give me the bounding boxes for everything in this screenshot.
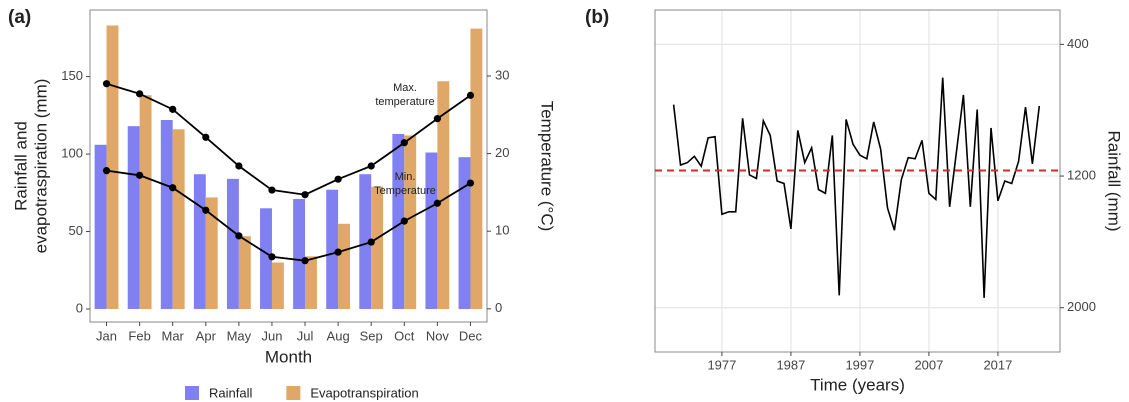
bar [106,25,119,309]
temperature-line [106,82,471,196]
annotation: Max. [393,82,417,94]
bar [359,174,372,309]
y-tick-label: 2000 [1067,299,1096,314]
y2-axis-title: Temperature (°C) [538,101,557,232]
temperature-point [235,162,243,170]
x-tick-label: Nov [426,328,450,343]
annotation: Min. [395,171,416,183]
bar [392,133,405,309]
bar [127,126,140,309]
legend-label: Rainfall [209,385,252,400]
y-tick-label: 50 [69,223,83,238]
annotation: Temperature [374,185,436,197]
bar [193,174,206,309]
x-tick-label: 1987 [776,357,805,372]
x-tick-label: Aug [327,328,350,343]
x-tick-label: 1997 [845,357,874,372]
bar [293,198,306,309]
temperature-point [102,167,111,175]
plot-border [89,9,488,323]
temperature-point [367,162,375,170]
bar [238,236,251,309]
bar [371,186,384,309]
bar [437,81,450,309]
temperature-point [433,115,441,123]
temperature-point [433,199,441,207]
bar [172,129,185,309]
x-tick-label: Mar [162,328,185,343]
temperature-point [235,232,243,240]
panel-label: (a) [8,7,31,28]
temperature-point [169,105,177,113]
x-axis-title: Month [265,347,312,366]
bar [205,197,218,309]
legend-swatch [286,386,301,400]
x-tick-label: 2007 [914,357,943,372]
x-tick-label: Dec [459,328,483,343]
bar [260,208,272,309]
temperature-point [367,238,375,246]
y2-tick-label: 20 [495,145,509,160]
bar [458,157,471,309]
temperature-line [106,169,471,262]
bar [139,95,152,309]
bar [271,262,284,309]
x-axis-title: Time (years) [810,375,905,394]
y-tick-label: 1200 [1067,168,1096,183]
temperature-point [268,253,276,261]
x-tick-label: May [227,328,252,343]
plot-border [654,9,1061,353]
bar [338,223,351,309]
legend-swatch [185,386,199,400]
bar [326,189,339,309]
y-tick-label: 100 [61,146,83,161]
x-tick-label: 1977 [707,357,736,372]
temperature-point [466,91,475,99]
y2-tick-label: 0 [495,300,502,315]
temperature-point [301,191,309,199]
temperature-point [202,133,210,141]
bar [470,28,483,309]
x-tick-label: Jan [96,328,117,343]
x-tick-label: Apr [196,328,217,343]
y2-tick-label: 10 [495,223,509,238]
temperature-point [268,186,276,194]
y-tick-label: 400 [1067,36,1089,51]
y-tick-label: 150 [61,68,83,83]
temperature-point [466,179,475,187]
legend-label: Evapotranspiration [310,385,418,400]
x-tick-label: Jul [297,328,314,343]
temperature-point [400,217,408,225]
bar [305,256,317,309]
x-tick-label: Jun [261,328,282,343]
y2-tick-label: 30 [495,67,509,82]
panel-label: (b) [585,7,609,28]
bar [160,119,173,309]
temperature-point [136,171,144,179]
rainfall-line [672,77,1041,298]
bar [226,178,239,309]
temperature-point [334,248,342,256]
y-axis-title: Rainfall (mm) [1105,130,1124,231]
y-axis-title: Rainfall and [11,121,30,211]
x-tick-label: Feb [128,328,150,343]
x-tick-label: Oct [394,328,415,343]
annotation: temperature [375,96,434,108]
temperature-point [334,175,342,183]
x-tick-label: 2017 [983,357,1012,372]
bar [425,152,438,309]
x-tick-label: Sep [360,328,383,343]
y-axis-title: evapotraspiration (mm) [31,79,50,254]
temperature-point [102,80,111,88]
temperature-point [136,90,144,98]
temperature-point [169,184,177,192]
temperature-point [301,257,309,265]
temperature-point [400,139,408,147]
y-tick-label: 0 [76,300,83,315]
temperature-point [202,206,210,214]
bar [404,135,417,309]
bar [94,144,107,309]
